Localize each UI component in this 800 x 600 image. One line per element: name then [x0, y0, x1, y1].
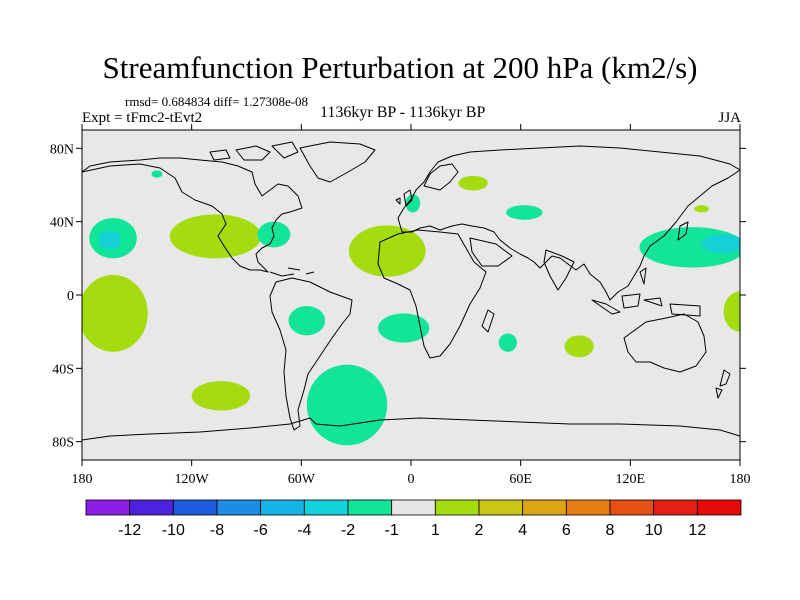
colorbar-box	[85, 499, 131, 516]
period-label: 1136kyr BP - 1136kyr BP	[320, 104, 486, 121]
rmsd-diff-stats: rmsd= 0.684834 diff= 1.27308e-08	[125, 94, 309, 109]
coast-north-america	[82, 157, 303, 273]
coast-india	[543, 249, 575, 291]
anomaly-region-16	[498, 333, 518, 352]
colorbar-label: -12	[118, 522, 141, 539]
colorbar-label: 8	[606, 522, 615, 539]
coast-antarctica	[82, 417, 740, 441]
anomaly-region-7	[405, 194, 421, 213]
axis-ticks: 180 120W 60W 0 60E 120E 180 80N 40N 0 40S 80S	[50, 124, 751, 487]
colorbar-box	[609, 499, 655, 516]
coast-eurasia	[397, 145, 740, 301]
x-tick-label: 60E	[509, 472, 532, 487]
anomaly-region-12	[701, 234, 740, 253]
coast-madagascar	[481, 309, 495, 333]
anomaly-region-20	[306, 364, 388, 446]
colorbar-label: 10	[645, 522, 663, 539]
colorbar-box	[303, 499, 349, 516]
coast-scandinavia	[423, 163, 459, 191]
coast-arctic-islands	[209, 141, 299, 161]
season-label: JJA	[718, 110, 741, 126]
colorbar-label: -10	[162, 522, 185, 539]
anomaly-region-5	[151, 170, 163, 178]
anomaly-region-8	[458, 175, 488, 191]
anomaly-region-13	[82, 274, 148, 352]
colorbar-box	[478, 499, 524, 516]
anomaly-region-3	[169, 214, 262, 259]
colorbar-label: 1	[431, 522, 440, 539]
colorbar-label: -8	[210, 522, 224, 539]
colorbar-label: 4	[518, 522, 527, 539]
colorbar-box	[172, 499, 218, 516]
x-tick-label: 120E	[616, 472, 646, 487]
coast-new-zealand	[715, 369, 731, 399]
anomaly-region-19	[191, 381, 251, 411]
colorbar-box	[129, 499, 174, 516]
coast-africa	[377, 229, 487, 359]
y-tick-label: 80S	[52, 436, 74, 451]
x-tick-label: 120W	[175, 472, 210, 487]
y-tick-label: 40S	[52, 362, 74, 377]
coastlines	[82, 141, 740, 441]
coast-arabia	[469, 237, 513, 267]
colorbar-label: -6	[254, 522, 268, 539]
colorbar-label: -4	[297, 522, 311, 539]
colorbar-box	[260, 499, 305, 516]
coast-british-isles	[395, 189, 413, 207]
colorbar-box	[565, 499, 611, 516]
x-tick-label: 180	[72, 472, 93, 487]
colorbar-box	[696, 499, 742, 516]
anomaly-region-15	[378, 313, 430, 343]
y-tick-label: 80N	[50, 142, 74, 157]
coast-australia	[623, 313, 707, 373]
anomaly-region-10	[694, 205, 709, 213]
colorbar-box	[216, 499, 262, 516]
colorbar-box	[434, 499, 480, 516]
colorbar-box	[522, 499, 567, 516]
experiment-label: Expt = tFmc2-tEvt2	[82, 110, 203, 126]
x-tick-label: 0	[408, 472, 415, 487]
anomaly-region-6	[348, 225, 426, 277]
coast-south-america	[269, 277, 353, 431]
colorbar-box	[347, 499, 393, 516]
colorbar-label: -1	[385, 522, 399, 539]
colorbar-box	[653, 499, 698, 516]
coast-greenland	[299, 141, 376, 183]
coast-japan	[677, 221, 689, 241]
x-tick-label: 180	[730, 472, 751, 487]
anomaly-region-9	[506, 205, 543, 220]
colorbar-label: 12	[688, 522, 706, 539]
chart-title: Streamfunction Perturbation at 200 hPa (…	[102, 50, 698, 85]
anomaly-region-17	[564, 335, 594, 358]
colorbar-label: 6	[562, 522, 571, 539]
colorbar-label: -2	[341, 522, 355, 539]
anomaly-region-18	[723, 291, 740, 332]
colorbar-label: 2	[475, 522, 484, 539]
x-tick-label: 60W	[288, 472, 316, 487]
anomaly-region-14	[288, 306, 326, 336]
anomaly-region-2	[98, 230, 121, 250]
map-background	[82, 130, 740, 460]
coast-caribbean	[269, 267, 315, 277]
anomaly-layer	[82, 170, 740, 446]
colorbar-box	[391, 499, 436, 516]
colorbar: -12 -10 -8 -6 -4 -2 -1 1 2 4 6 8 10 12	[85, 499, 742, 539]
coast-maritime-continent	[591, 267, 701, 317]
y-tick-label: 0	[67, 289, 74, 304]
y-tick-label: 40N	[50, 216, 74, 231]
